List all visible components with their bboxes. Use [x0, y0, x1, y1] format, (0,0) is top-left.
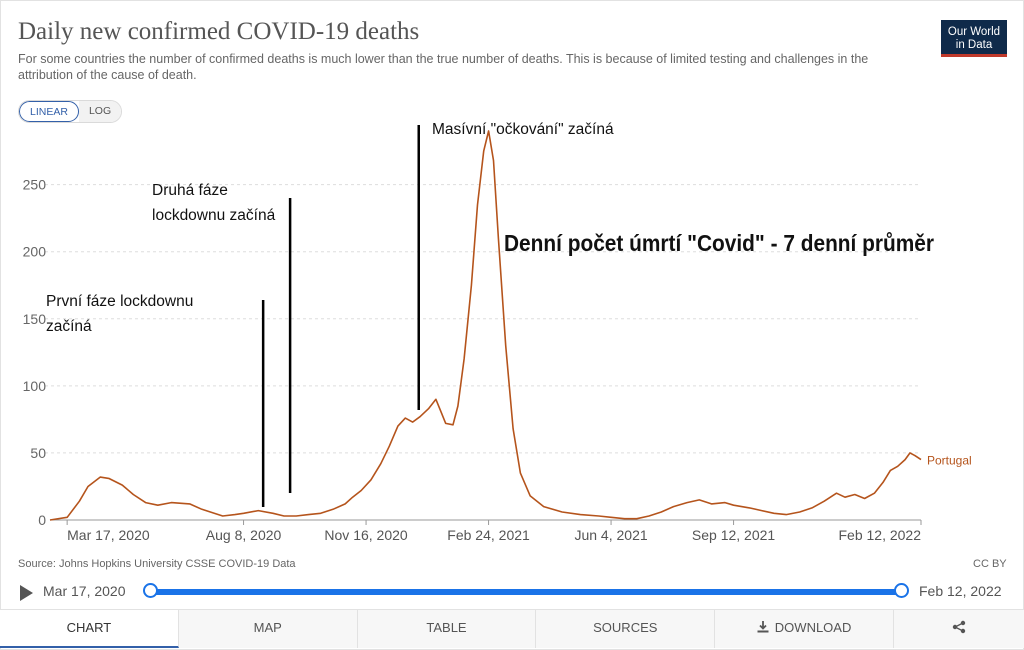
y-tick-label: 200 [23, 244, 47, 260]
x-tick-label: Feb 12, 2022 [838, 527, 921, 543]
tab-share[interactable] [894, 610, 1024, 648]
x-tick-label: Jun 4, 2021 [574, 527, 647, 543]
annotation-label: začíná [46, 318, 92, 335]
line-chart: 0 50 100 150 200 250 Mar 17, 2020 Aug 8, 2020 No… [23, 121, 972, 543]
chart-subtitle: For some countries the number of confirm… [18, 52, 869, 82]
timeline-end-label: Feb 12, 2022 [919, 583, 1002, 599]
y-tick-label: 250 [23, 177, 47, 193]
tab-download-label: DOWNLOAD [774, 620, 852, 635]
tab-map[interactable]: MAP [179, 610, 358, 648]
tab-bar: CHART MAP TABLE SOURCES DOWNLOAD [0, 609, 1024, 648]
logo-accent-bar [941, 54, 1007, 57]
annotation-label: První fáze lockdownu [46, 293, 193, 310]
x-tick-label: Nov 16, 2020 [324, 527, 407, 543]
tab-download[interactable]: DOWNLOAD [715, 610, 894, 648]
scale-linear-button[interactable]: LINEAR [19, 101, 79, 122]
scale-toggle: LINEAR LOG [18, 100, 123, 123]
annotation-label: Druhá fáze [152, 182, 228, 199]
scale-log-button[interactable]: LOG [78, 101, 122, 122]
series-line-portugal [49, 130, 922, 521]
x-tick-label: Feb 24, 2021 [447, 527, 530, 543]
tab-sources[interactable]: SOURCES [536, 610, 716, 648]
annotation-label: Masívní "očkování" začíná [432, 121, 614, 138]
license-link[interactable]: CC BY [973, 558, 1007, 570]
share-icon [952, 620, 966, 634]
tab-table[interactable]: TABLE [358, 610, 537, 648]
y-tick-label: 50 [30, 445, 46, 461]
series-label-portugal: Portugal [927, 454, 972, 468]
timeline-end-handle[interactable] [894, 583, 909, 598]
timeline-start-handle[interactable] [143, 583, 158, 598]
y-tick-label: 100 [23, 378, 47, 394]
x-tick-label: Sep 12, 2021 [692, 527, 776, 543]
logo-line-1: Our World [947, 25, 1001, 38]
overlay-caption: Denní počet úmrtí "Covid" - 7 denní prům… [504, 230, 934, 256]
source-note[interactable]: Source: Johns Hopkins University CSSE CO… [18, 558, 296, 570]
play-icon[interactable] [20, 585, 33, 601]
timeline-track[interactable] [150, 589, 902, 595]
timeline: Mar 17, 2020 Feb 12, 2022 [0, 578, 1024, 606]
tab-chart[interactable]: CHART [0, 610, 179, 648]
annotation-label: lockdownu začíná [152, 207, 276, 224]
y-tick-label: 150 [23, 311, 47, 327]
logo-line-2: in Data [955, 38, 993, 51]
download-icon [757, 621, 769, 633]
y-tick-label: 0 [38, 512, 46, 528]
timeline-start-label: Mar 17, 2020 [43, 583, 126, 599]
x-tick-label: Mar 17, 2020 [67, 527, 150, 543]
x-tick-label: Aug 8, 2020 [206, 527, 282, 543]
owid-logo[interactable]: Our World in Data [941, 20, 1007, 57]
chart-title: Daily new confirmed COVID-19 deaths [18, 18, 420, 45]
